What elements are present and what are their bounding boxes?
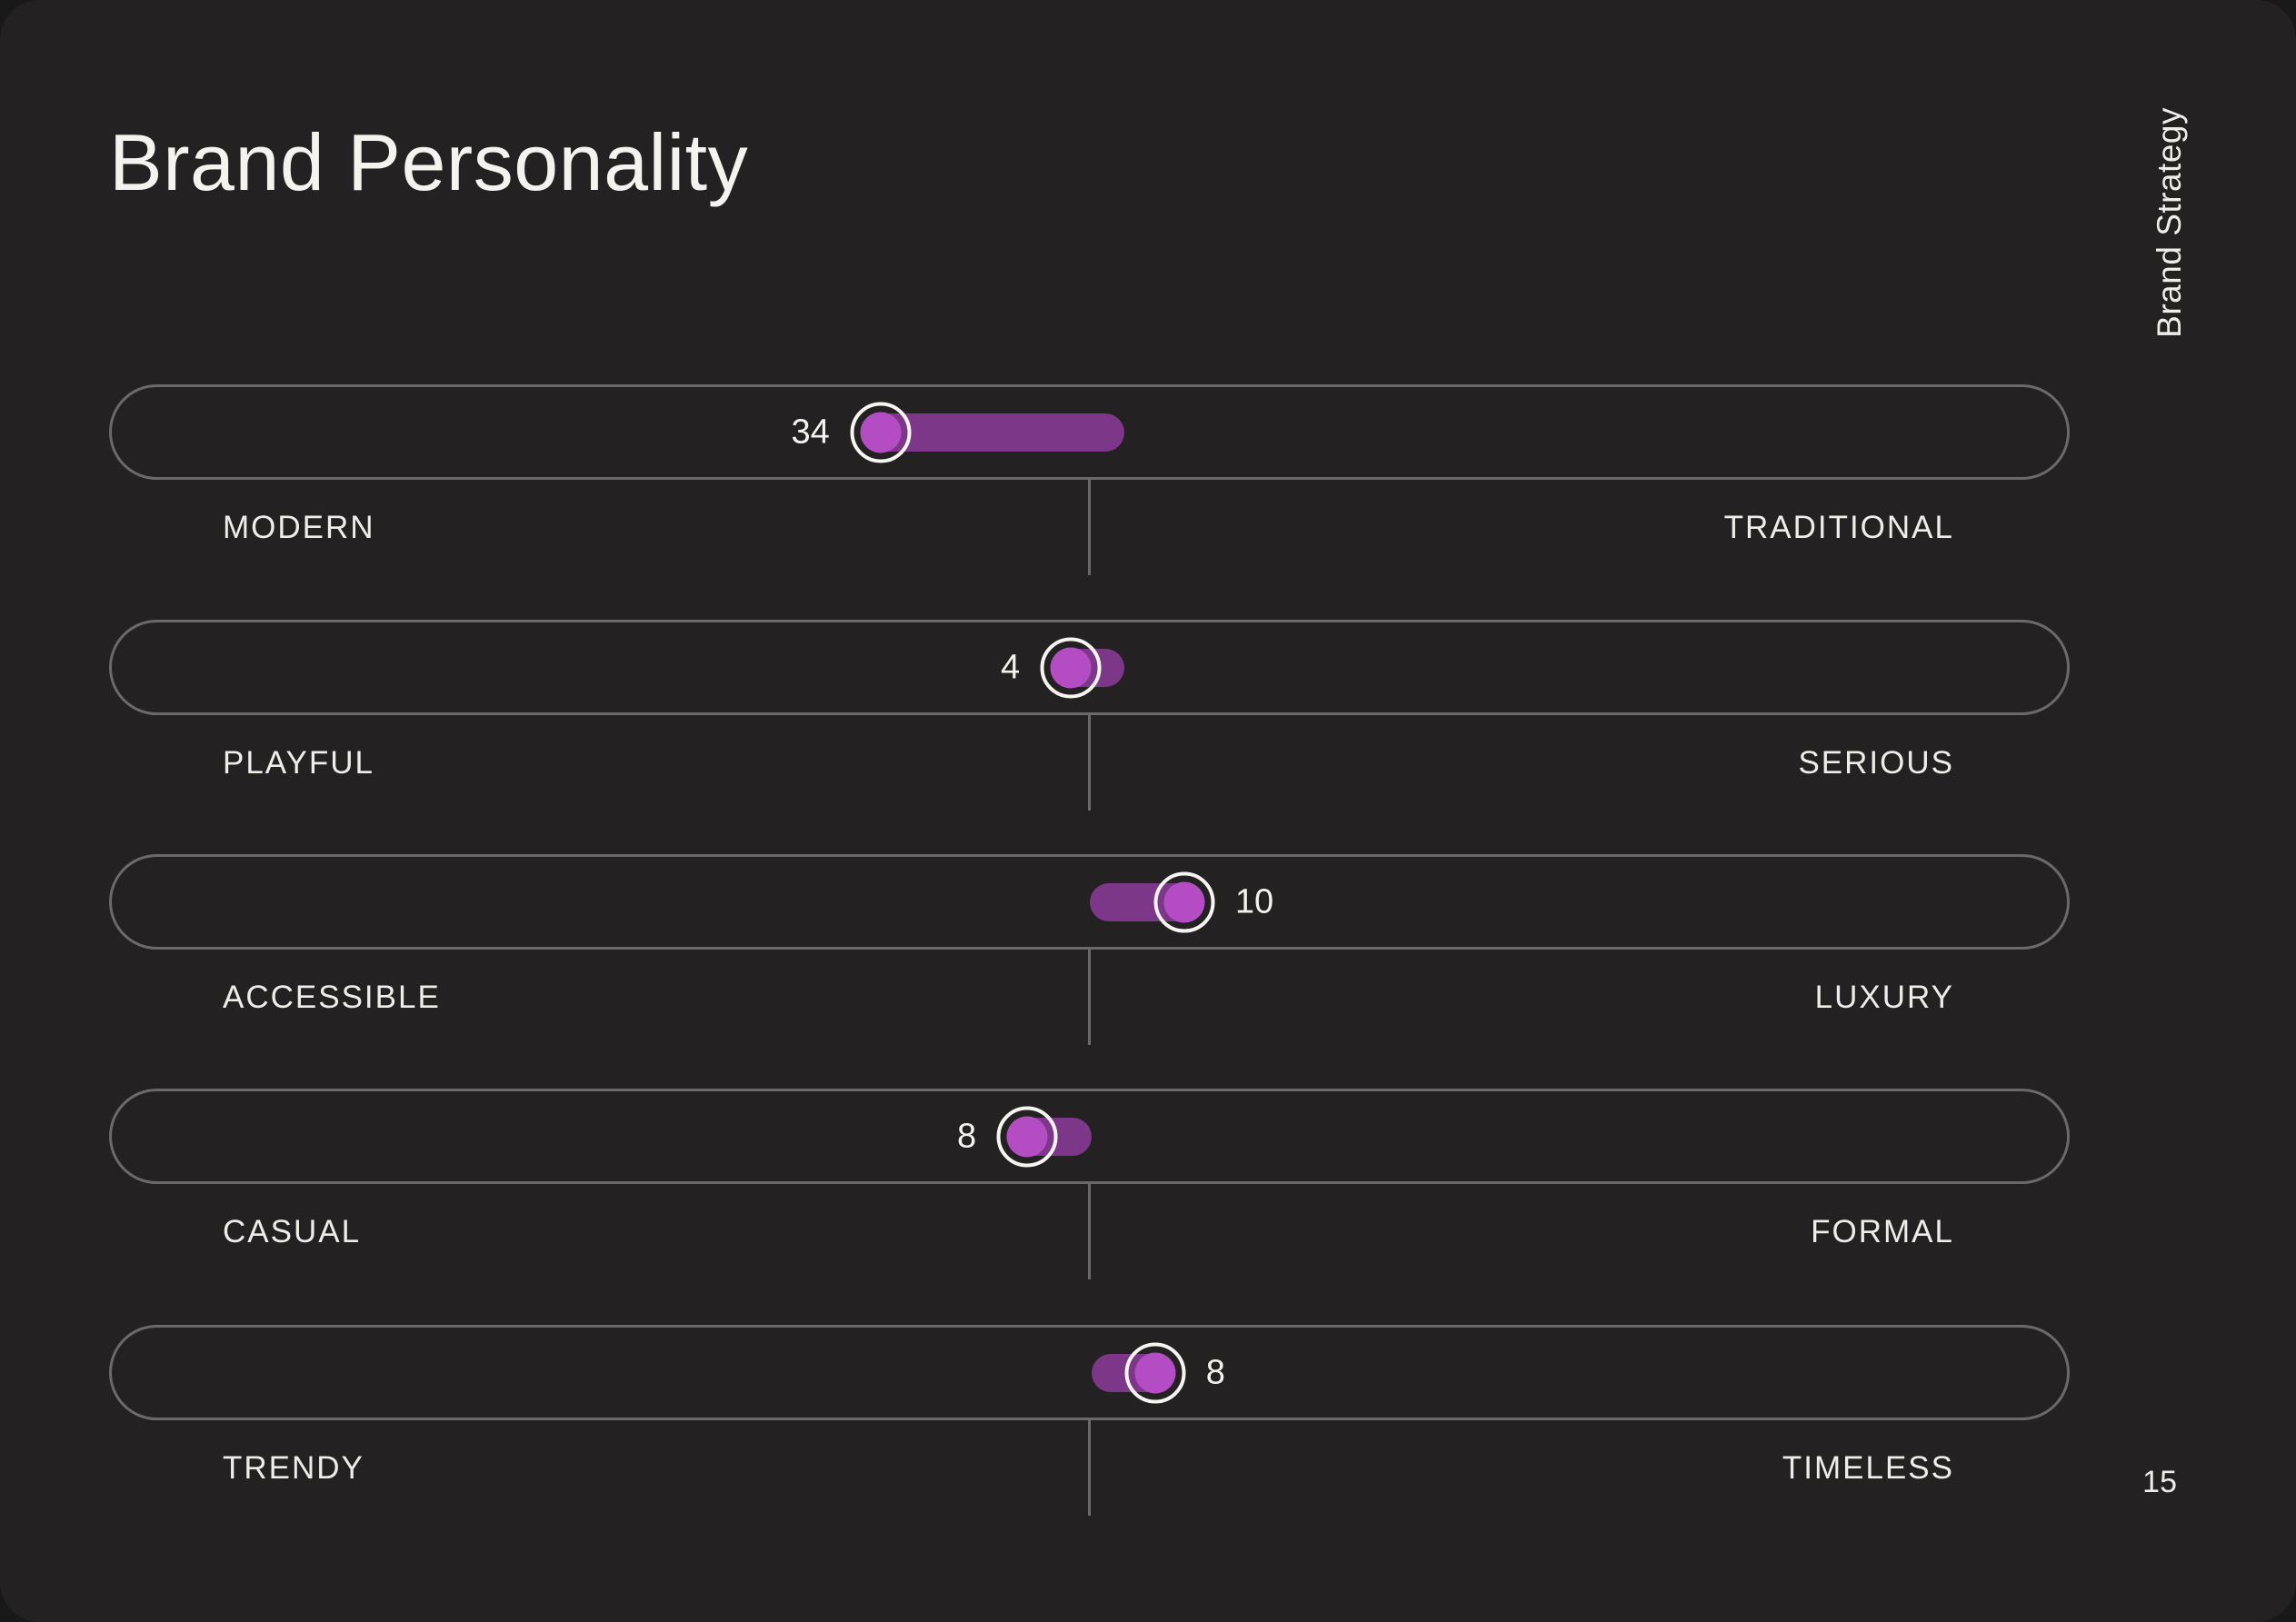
slider-label-left: CASUAL (223, 1213, 362, 1249)
page-title: Brand Personality (109, 117, 749, 207)
slider-row: 4 PLAYFUL SERIOUS (109, 620, 2070, 811)
center-tick (1088, 1184, 1091, 1279)
slider-handle-ring (1040, 637, 1102, 698)
slider-track[interactable]: 4 (109, 620, 2070, 715)
slider-row: 8 CASUAL FORMAL (109, 1089, 2070, 1279)
slider-label-left: TRENDY (223, 1449, 364, 1486)
page-number: 15 (2142, 1465, 2177, 1499)
slider-track[interactable]: 8 (109, 1325, 2070, 1420)
slider-track[interactable]: 8 (109, 1089, 2070, 1184)
slider-value: 8 (956, 1117, 977, 1155)
center-tick (1088, 1420, 1091, 1516)
slider-handle-ring (1124, 1342, 1186, 1403)
slider-value: 10 (1234, 882, 1274, 920)
slider-value: 8 (1205, 1353, 1225, 1391)
slider-handle-ring (1153, 871, 1215, 932)
slider-handle-ring (996, 1106, 1058, 1167)
slider-label-right: TRADITIONAL (1723, 509, 1954, 545)
slider-label-left: MODERN (223, 509, 375, 545)
slider-row: 8 TRENDY TIMELESS (109, 1325, 2070, 1516)
slider-row: 10 ACCESSIBLE LUXURY (109, 854, 2070, 1045)
slider-row: 34 MODERN TRADITIONAL (109, 384, 2070, 575)
center-tick (1088, 480, 1091, 575)
slider-labels: PLAYFUL SERIOUS (109, 715, 2070, 811)
slider-labels: ACCESSIBLE LUXURY (109, 950, 2070, 1045)
slider-label-right: LUXURY (1814, 979, 1954, 1015)
center-tick (1088, 715, 1091, 811)
slider-handle-ring (850, 402, 912, 463)
slider-track[interactable]: 34 (109, 384, 2070, 480)
slider-label-left: ACCESSIBLE (223, 979, 441, 1015)
slider-labels: CASUAL FORMAL (109, 1184, 2070, 1279)
slider-value: 4 (1000, 648, 1021, 686)
slider-label-right: TIMELESS (1782, 1449, 1954, 1486)
slider-label-left: PLAYFUL (223, 744, 375, 781)
slider-value: 34 (791, 413, 830, 451)
slider-labels: MODERN TRADITIONAL (109, 480, 2070, 575)
slider-label-right: FORMAL (1811, 1213, 1954, 1249)
slider-track[interactable]: 10 (109, 854, 2070, 950)
slider-label-right: SERIOUS (1798, 744, 1954, 781)
center-tick (1088, 950, 1091, 1045)
slider-labels: TRENDY TIMELESS (109, 1420, 2070, 1516)
